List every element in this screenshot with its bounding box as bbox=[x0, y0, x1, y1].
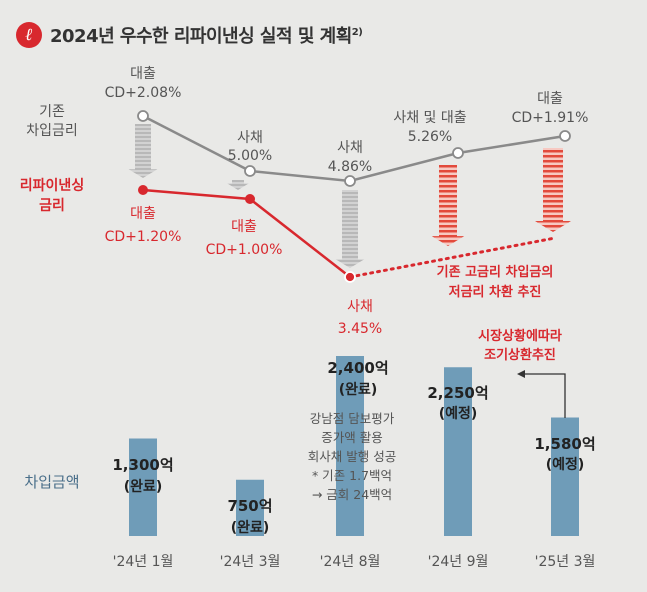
borrowing-value-label: 2,250억 bbox=[427, 384, 488, 402]
annotation-line: → 금회 24백억 bbox=[312, 487, 392, 502]
existing-rate-value-label: CD+2.08% bbox=[105, 85, 182, 101]
shift-arrowhead bbox=[517, 370, 525, 378]
existing-rate-label: 차입금리 bbox=[26, 123, 78, 139]
shift-note: 조기상환추진 bbox=[484, 347, 556, 363]
chart-title: ℓ 2024년 우수한 리파이낸싱 실적 및 계획2) bbox=[16, 22, 363, 48]
borrowing-value-label: 2,400억 bbox=[327, 359, 388, 377]
existing-rate-value-label: CD+1.91% bbox=[512, 110, 589, 126]
borrowing-bar bbox=[236, 479, 264, 536]
shift-connector bbox=[524, 373, 566, 418]
existing-rate-value-label: 5.26% bbox=[408, 129, 452, 145]
title-footnote-mark: 2) bbox=[351, 27, 363, 38]
borrowing-value-label: 1,300억 bbox=[112, 456, 173, 474]
refinancing-value-label: 3.45% bbox=[338, 321, 382, 337]
borrowing-status-label: (예정) bbox=[439, 405, 478, 422]
annotation-line: 증가액 활용 bbox=[321, 430, 382, 445]
plan-note: 저금리 차환 추진 bbox=[449, 284, 542, 300]
existing-rate-type-label: 대출 bbox=[537, 91, 563, 107]
borrowing-status-label: (완료) bbox=[124, 479, 163, 495]
x-tick-label: '24년 1월 bbox=[113, 554, 174, 570]
refinancing-rate-label: 리파이낸싱 bbox=[20, 177, 84, 194]
borrowing-bar bbox=[444, 367, 472, 536]
existing-rate-type-label: 사채 bbox=[337, 140, 363, 156]
refinancing-rate-point bbox=[138, 185, 148, 195]
borrowing-status-label: (완료) bbox=[231, 520, 270, 536]
refinancing-rate-point bbox=[245, 194, 255, 204]
refinancing-value-label: CD+1.00% bbox=[206, 242, 283, 258]
plan-decrease-arrow bbox=[535, 148, 571, 232]
existing-rate-type-label: 대출 bbox=[130, 66, 156, 82]
lotte-logo-icon: ℓ bbox=[16, 22, 42, 48]
existing-rate-value-label: 5.00% bbox=[228, 148, 272, 164]
existing-rate-value-label: 4.86% bbox=[328, 159, 372, 175]
x-tick-label: '24년 8월 bbox=[320, 554, 381, 570]
borrowing-bar bbox=[336, 356, 364, 536]
existing-rate-point bbox=[244, 165, 256, 177]
borrowing-status-label: (완료) bbox=[339, 382, 378, 398]
borrowing-status-label: (예정) bbox=[546, 456, 585, 473]
borrowing-value-label: 1,580억 bbox=[534, 435, 595, 453]
existing-rate-point bbox=[344, 175, 356, 187]
refinancing-value-label: CD+1.20% bbox=[105, 229, 182, 245]
refinancing-type-label: 사채 bbox=[347, 299, 373, 315]
title-text: 2024년 우수한 리파이낸싱 실적 및 계획 bbox=[50, 26, 352, 47]
decrease-arrow bbox=[335, 190, 365, 268]
existing-rate-point bbox=[137, 110, 149, 122]
shift-note: 시장상황에따라 bbox=[478, 328, 562, 344]
annotation-line: 강남점 담보평가 bbox=[310, 411, 395, 426]
existing-rate-point bbox=[559, 130, 571, 142]
annotation-line: 회사채 발행 성공 bbox=[308, 449, 396, 464]
plan-note: 기존 고금리 차입금의 bbox=[437, 264, 554, 280]
x-tick-label: '25년 3월 bbox=[535, 554, 596, 570]
x-tick-label: '24년 9월 bbox=[428, 554, 489, 570]
existing-rate-point bbox=[452, 147, 464, 159]
borrowing-amount-label: 차입금액 bbox=[24, 473, 79, 491]
x-tick-label: '24년 3월 bbox=[220, 554, 281, 570]
decrease-arrow bbox=[227, 180, 249, 190]
refinancing-rate-label: 금리 bbox=[39, 198, 65, 214]
existing-rate-type-label: 사채 bbox=[237, 130, 263, 146]
refinancing-type-label: 대출 bbox=[231, 219, 257, 235]
decrease-arrow bbox=[128, 124, 158, 178]
borrowing-value-label: 750억 bbox=[227, 497, 272, 515]
borrowing-bar bbox=[129, 438, 157, 536]
refinancing-plan-line bbox=[348, 236, 557, 279]
plan-decrease-arrow bbox=[431, 165, 465, 246]
refinancing-rate-point bbox=[344, 271, 356, 283]
annotation-line: * 기존 1.7백억 bbox=[312, 468, 392, 483]
refinancing-type-label: 대출 bbox=[130, 206, 156, 222]
existing-rate-label: 기존 bbox=[39, 104, 65, 120]
existing-rate-type-label: 사채 및 대출 bbox=[393, 110, 466, 126]
borrowing-bar bbox=[551, 417, 579, 536]
